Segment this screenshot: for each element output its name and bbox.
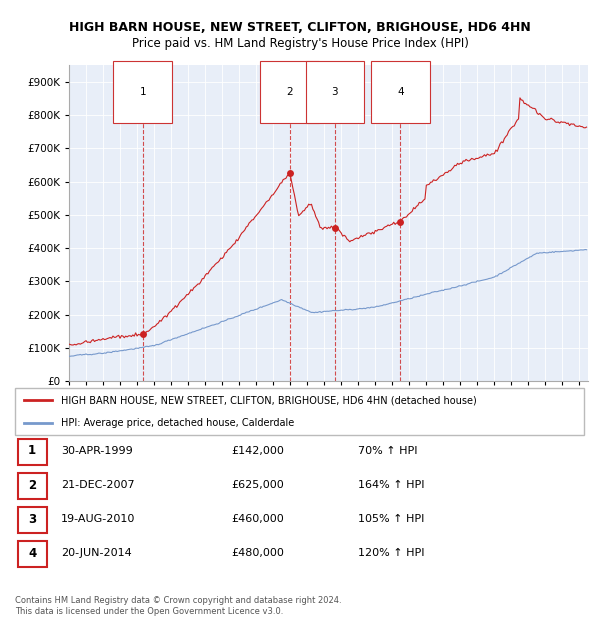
Text: 3: 3 [332, 87, 338, 97]
Text: Contains HM Land Registry data © Crown copyright and database right 2024.
This d: Contains HM Land Registry data © Crown c… [15, 596, 341, 616]
Text: £480,000: £480,000 [231, 548, 284, 559]
Text: 21-DEC-2007: 21-DEC-2007 [61, 480, 134, 490]
Text: 2: 2 [286, 87, 293, 97]
Text: 1: 1 [28, 445, 36, 458]
Text: 164% ↑ HPI: 164% ↑ HPI [358, 480, 424, 490]
Text: 4: 4 [397, 87, 404, 97]
Text: 120% ↑ HPI: 120% ↑ HPI [358, 548, 424, 559]
FancyBboxPatch shape [18, 473, 47, 498]
Text: HPI: Average price, detached house, Calderdale: HPI: Average price, detached house, Cald… [61, 418, 294, 428]
FancyBboxPatch shape [18, 541, 47, 567]
Text: 4: 4 [28, 547, 36, 560]
Text: Price paid vs. HM Land Registry's House Price Index (HPI): Price paid vs. HM Land Registry's House … [131, 37, 469, 50]
Text: 2: 2 [28, 479, 36, 492]
Text: HIGH BARN HOUSE, NEW STREET, CLIFTON, BRIGHOUSE, HD6 4HN (detached house): HIGH BARN HOUSE, NEW STREET, CLIFTON, BR… [61, 396, 477, 405]
Text: 3: 3 [28, 513, 36, 526]
Text: 70% ↑ HPI: 70% ↑ HPI [358, 446, 417, 456]
FancyBboxPatch shape [18, 507, 47, 533]
Text: HIGH BARN HOUSE, NEW STREET, CLIFTON, BRIGHOUSE, HD6 4HN: HIGH BARN HOUSE, NEW STREET, CLIFTON, BR… [69, 22, 531, 34]
FancyBboxPatch shape [15, 388, 584, 435]
Text: 30-APR-1999: 30-APR-1999 [61, 446, 133, 456]
Text: 19-AUG-2010: 19-AUG-2010 [61, 514, 136, 524]
Text: £460,000: £460,000 [231, 514, 284, 524]
Text: 105% ↑ HPI: 105% ↑ HPI [358, 514, 424, 524]
Text: £625,000: £625,000 [231, 480, 284, 490]
Text: 20-JUN-2014: 20-JUN-2014 [61, 548, 132, 559]
FancyBboxPatch shape [18, 439, 47, 464]
Text: 1: 1 [139, 87, 146, 97]
Text: £142,000: £142,000 [231, 446, 284, 456]
